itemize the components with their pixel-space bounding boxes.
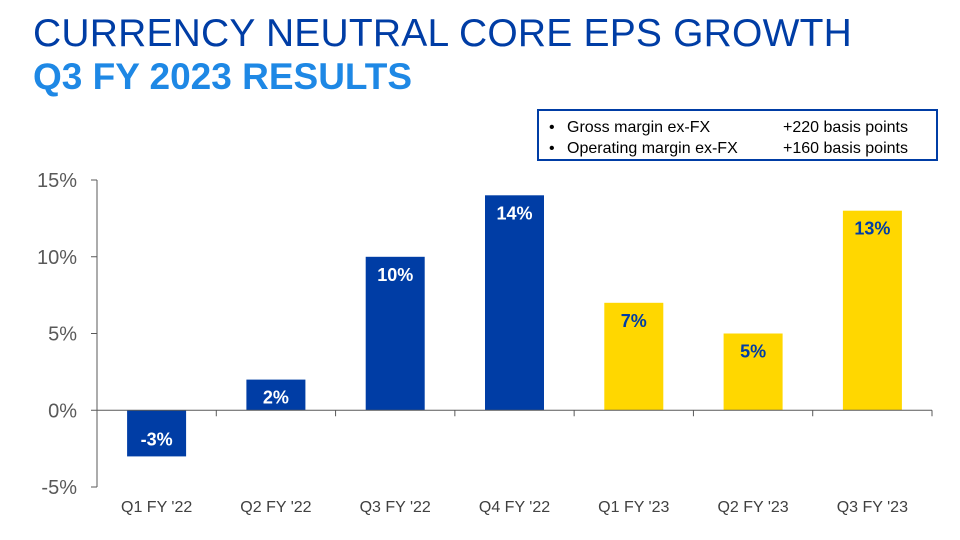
bar <box>127 410 187 457</box>
x-tick-label: Q2 FY '23 <box>717 499 788 516</box>
x-tick-label: Q1 FY '22 <box>121 499 192 516</box>
x-tick-label: Q3 FY '23 <box>837 499 908 516</box>
bar <box>842 210 902 411</box>
note-value: +160 basis points <box>783 140 908 157</box>
bar <box>365 256 425 411</box>
page-title: CURRENCY NEUTRAL CORE EPS GROWTH <box>33 12 852 55</box>
bar <box>485 195 544 411</box>
note-row-operating-margin: • Operating margin ex-FX +160 basis poin… <box>549 138 936 159</box>
data-label: 2% <box>263 388 289 408</box>
bar <box>246 379 306 411</box>
margin-notes-box: • Gross margin ex-FX +220 basis points •… <box>537 109 938 161</box>
y-tick-label: 15% <box>37 170 77 192</box>
data-label: 10% <box>377 265 413 285</box>
data-label: 13% <box>854 219 890 239</box>
data-label: 14% <box>496 203 532 223</box>
bullet-icon: • <box>549 119 555 136</box>
bar <box>723 333 783 411</box>
data-label: 7% <box>621 311 647 331</box>
note-value: +220 basis points <box>783 119 908 136</box>
x-tick-label: Q1 FY '23 <box>598 499 669 516</box>
note-label: Gross margin ex-FX <box>567 119 711 136</box>
data-label: 5% <box>740 342 766 362</box>
note-row-gross-margin: • Gross margin ex-FX +220 basis points <box>549 117 936 138</box>
bar <box>604 302 664 411</box>
y-tick-label: 5% <box>48 324 77 346</box>
y-tick-label: 10% <box>37 247 77 269</box>
x-tick-label: Q2 FY '22 <box>240 499 311 516</box>
note-label: Operating margin ex-FX <box>567 140 738 157</box>
y-tick-label: 0% <box>48 400 77 422</box>
x-tick-label: Q3 FY '22 <box>360 499 431 516</box>
page-subtitle: Q3 FY 2023 RESULTS <box>33 56 413 97</box>
y-tick-label: -5% <box>41 477 77 499</box>
x-tick-label: Q4 FY '22 <box>479 499 550 516</box>
data-label: -3% <box>141 429 173 449</box>
bullet-icon: • <box>549 140 555 157</box>
